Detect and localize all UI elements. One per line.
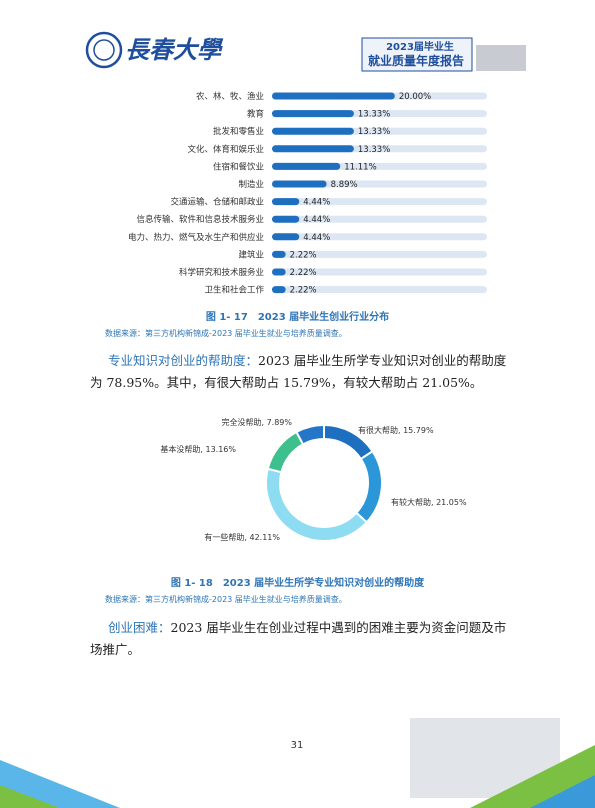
logo [93, 39, 115, 61]
value-label: 13.33% [358, 127, 390, 137]
track [272, 286, 487, 294]
corner [0, 785, 60, 808]
category-label: 科学研究和技术服务业 [179, 267, 264, 278]
bar [272, 286, 286, 294]
report-year: 2023届毕业生 [386, 40, 454, 53]
segment [295, 423, 325, 446]
value-label: 20.00% [399, 92, 431, 102]
bar [272, 233, 300, 241]
body: 2023 届毕业生在创业过程中遇到的困难主要为资金问题及市场推广。 [90, 620, 507, 657]
bar [272, 215, 300, 223]
caption: 图 1- 18 2023 届毕业生所学专业知识对创业的帮助度 [170, 578, 425, 589]
bar [272, 145, 354, 153]
bar [272, 92, 395, 100]
category-label: 教育 [247, 109, 264, 120]
track [272, 215, 487, 223]
title-box [361, 37, 473, 72]
heading: 专业知识对创业的帮助度： [108, 353, 259, 368]
value-label: 13.33% [358, 110, 390, 120]
paragraph: 创业困难：2023 届毕业生在创业过程中遇到的困难主要为资金问题及市场推广。 [90, 617, 508, 661]
source: 数据来源：第三方机构新锦成-2023 届毕业生就业与培养质量调查。 [105, 329, 347, 338]
bar [272, 198, 300, 206]
segment-label: 有较大帮助, 21.05% [391, 497, 467, 507]
report-title: 就业质量年度报告 [368, 53, 464, 68]
page-number: 31 [291, 740, 304, 751]
caption: 图 1- 17 2023 届毕业生创业行业分布 [205, 312, 390, 323]
category-label: 卫生和社会工作 [204, 285, 264, 296]
corner [530, 775, 595, 808]
category-label: 农、林、牧、渔业 [196, 91, 264, 102]
paragraph: 专业知识对创业的帮助度：2023 届毕业生所学专业知识对创业的帮助度为 78.9… [90, 350, 508, 394]
track [272, 198, 487, 206]
source: 数据来源：第三方机构新锦成-2023 届毕业生就业与培养质量调查。 [105, 595, 347, 604]
bar [272, 127, 354, 135]
value-label: 11.11% [344, 162, 376, 172]
bar-chart: 农、林、牧、渔业 20.00% 教育 13.33% 批发和零售业 13.33% 文化、体育和… [128, 91, 487, 296]
segment-label: 基本没帮助, 13.16% [160, 444, 236, 454]
value-label: 4.44% [303, 215, 330, 225]
bar [272, 268, 286, 276]
bar [272, 162, 341, 170]
category-label: 交通运输、仓储和邮政业 [170, 197, 264, 208]
bar [272, 110, 354, 118]
segment-label: 完全没帮助, 7.89% [222, 417, 293, 427]
logo [85, 31, 123, 69]
value-label: 2.22% [290, 250, 317, 260]
segment [265, 467, 369, 542]
value-label: 4.44% [303, 198, 330, 208]
segment [354, 449, 383, 524]
bar [272, 180, 327, 188]
track [272, 268, 487, 276]
category-label: 批发和零售业 [213, 126, 264, 137]
value-label: 8.89% [331, 180, 358, 190]
category-label: 制造业 [238, 179, 264, 190]
logo-text: 長春大學 [125, 36, 224, 64]
bar [272, 250, 286, 258]
segment-label: 有很大帮助, 15.79% [358, 425, 434, 435]
segment-label: 有一些帮助, 42.11% [204, 532, 280, 542]
building [476, 45, 526, 71]
category-label: 住宿和餐饮业 [213, 161, 264, 172]
category-label: 文化、体育和娱乐业 [187, 144, 264, 155]
track [272, 250, 487, 258]
value-label: 2.22% [290, 286, 317, 296]
body: 2023 届毕业生所学专业知识对创业的帮助度为 78.95%。其中，有很大帮助占… [90, 353, 507, 390]
category-label: 电力、热力、燃气及水生产和供应业 [128, 232, 264, 243]
value-label: 2.22% [290, 268, 317, 278]
heading: 创业困难： [108, 620, 171, 635]
value-label: 4.44% [303, 233, 330, 243]
donut-chart: 有很大帮助, 15.79% 有较大帮助, 21.05% 有一些帮助, 42.11% 基… [160, 417, 467, 542]
segment [266, 430, 305, 474]
value-label: 13.33% [358, 145, 390, 155]
category-label: 信息传输、软件和信息技术服务业 [136, 214, 264, 225]
category-label: 建筑业 [238, 249, 264, 260]
track [272, 233, 487, 241]
corner [0, 760, 120, 808]
